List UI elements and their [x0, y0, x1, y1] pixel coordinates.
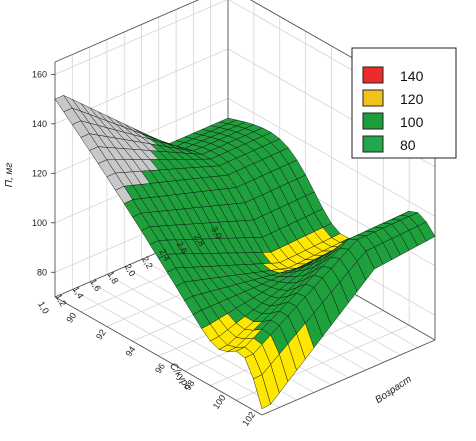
z-tick-label: 160	[32, 69, 47, 79]
z-tick-label: 120	[32, 168, 47, 178]
z-tick-label: 100	[32, 218, 47, 228]
surface-mesh	[54, 94, 436, 410]
back-wall-gridline	[227, 98, 436, 217]
y-tick-label: 1,8	[105, 270, 120, 286]
z-axis-title: П, мг	[4, 163, 15, 188]
y-tick-label: 1,4	[71, 285, 86, 301]
x-tick-label: 96	[153, 361, 167, 375]
z-tick-label: 140	[32, 119, 47, 129]
surface-cell	[253, 374, 271, 410]
x-tick-label: 98	[183, 378, 197, 392]
y-tick-label: 1,6	[88, 277, 103, 293]
box-edge	[54, 296, 263, 416]
legend-swatch-80	[362, 135, 384, 153]
x-tick-label: 94	[124, 344, 138, 358]
box-edge	[54, 0, 200, 63]
x-tick-label: 92	[94, 328, 108, 342]
legend-label-100: 100	[400, 114, 424, 130]
legend-label-120: 120	[400, 91, 424, 107]
x-axis-title: Возраст	[373, 374, 413, 406]
legend-swatch-100	[362, 112, 384, 130]
y-tick-label: 1,2	[53, 292, 68, 308]
x-tick-label: 102	[240, 410, 257, 428]
y-axis-title: С/курс	[167, 361, 193, 392]
legend-label-140: 140	[400, 68, 424, 84]
z-tick-label: 80	[37, 267, 47, 277]
x-tick-label: 90	[64, 311, 78, 325]
box-edge	[261, 339, 436, 416]
legend-swatch-140	[362, 66, 384, 84]
legend-label-80: 80	[400, 137, 416, 153]
legend-swatch-120	[362, 89, 384, 107]
legend: 140 120 100 80	[351, 47, 457, 159]
y-tick-label: 2,0	[123, 262, 138, 278]
y-tick-label: 2,2	[140, 255, 155, 271]
y-tick-label: 1,0	[36, 300, 51, 316]
x-tick-label: 100	[211, 393, 228, 411]
